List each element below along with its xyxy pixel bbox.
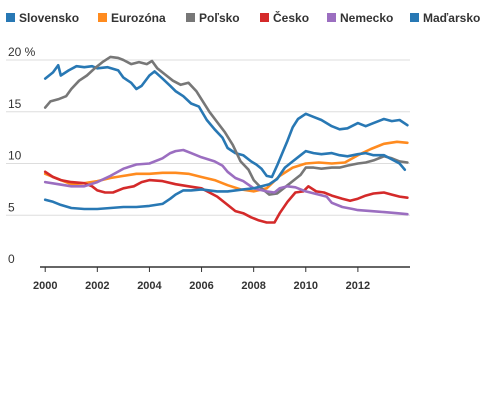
legend-swatch <box>186 13 195 22</box>
legend-label: Maďarsko <box>423 11 480 25</box>
series-line-1 <box>43 140 409 193</box>
legend-swatch <box>260 13 269 22</box>
legend: Slovensko Eurozóna Poľsko Česko Nemecko Maďar… <box>6 10 480 25</box>
y-tick-label: 5 <box>8 200 15 214</box>
x-axis-ticks: 2000 2002 2004 2006 2008 2010 2012 <box>33 267 370 292</box>
series-line-3 <box>43 170 409 224</box>
x-tick-label: 2012 <box>346 280 370 292</box>
x-tick-label: 2006 <box>189 280 213 292</box>
x-tick-label: 2008 <box>241 280 265 292</box>
legend-label: Česko <box>273 10 309 25</box>
y-tick-label: 15 <box>8 97 22 111</box>
series-lines <box>43 55 409 224</box>
series-line-5 <box>43 149 407 211</box>
legend-label: Poľsko <box>199 11 240 25</box>
series-line-4 <box>43 148 409 216</box>
legend-label: Nemecko <box>340 11 393 25</box>
series-line-0 <box>43 63 409 179</box>
x-tick-label: 2004 <box>137 280 162 292</box>
x-tick-label: 2000 <box>33 280 57 292</box>
y-tick-label: 0 <box>8 252 15 266</box>
legend-swatch <box>98 13 107 22</box>
legend-swatch <box>6 13 15 22</box>
x-tick-label: 2010 <box>294 280 318 292</box>
y-tick-label: 10 <box>8 149 22 163</box>
y-axis-ticks: 0 5 10 15 20 % <box>8 45 36 266</box>
legend-label: Eurozóna <box>111 11 166 25</box>
series-line-2 <box>43 55 409 196</box>
legend-swatch <box>410 13 419 22</box>
x-tick-label: 2002 <box>85 280 109 292</box>
legend-label: Slovensko <box>19 11 79 25</box>
y-tick-label: 20 % <box>8 45 36 59</box>
legend-swatch <box>327 13 336 22</box>
